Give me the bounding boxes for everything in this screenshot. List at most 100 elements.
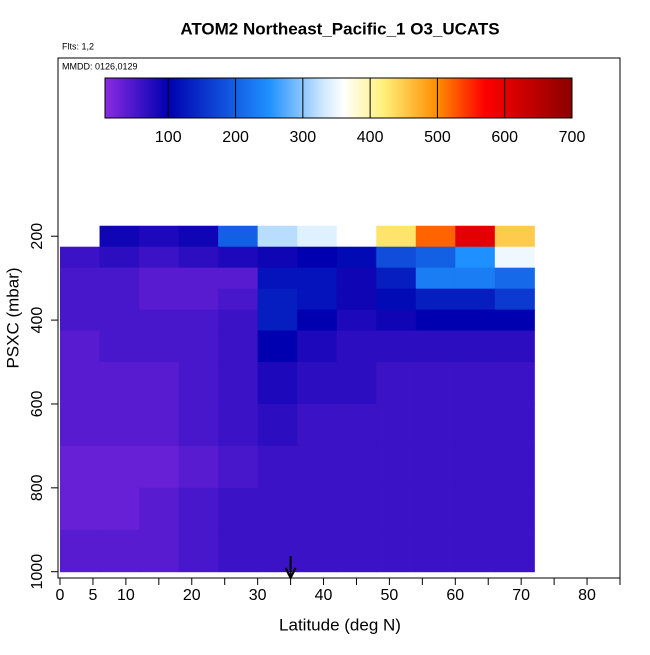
heat-cell (60, 445, 101, 489)
annotation: Flts: 1,2 (62, 41, 94, 51)
heat-cell (494, 445, 535, 489)
heat-cell (297, 529, 338, 573)
heat-cell (297, 487, 338, 531)
heat-cell (218, 309, 259, 332)
heat-cell (257, 288, 298, 311)
heat-cell (415, 403, 456, 447)
heat-cell (494, 487, 535, 531)
heat-cell (218, 445, 259, 489)
heat-cell (415, 529, 456, 573)
x-tick-label: 70 (512, 587, 530, 604)
heat-cell (99, 403, 140, 447)
heat-cell (60, 246, 101, 269)
heat-cell (257, 225, 298, 248)
x-tick-label: 50 (381, 587, 399, 604)
arrow-head (284, 567, 297, 581)
colorbar-tick-label: 700 (559, 129, 586, 146)
heat-cell (178, 445, 219, 489)
heat-cell (336, 362, 377, 405)
colorbar-tick-label: 100 (155, 129, 182, 146)
heat-cell (99, 330, 140, 363)
heat-cell (455, 309, 496, 332)
heat-cell (178, 362, 219, 405)
heat-cell (336, 246, 377, 269)
heat-cell (336, 529, 377, 573)
heat-cell (178, 487, 219, 531)
heat-cell (376, 267, 417, 290)
x-tick-label: 30 (249, 587, 267, 604)
x-axis-label: Latitude (deg N) (279, 615, 401, 634)
heat-cell (99, 445, 140, 489)
x-tick-label: 80 (578, 587, 596, 604)
heat-cell (257, 330, 298, 363)
heat-cell (99, 487, 140, 531)
heat-cell (494, 225, 535, 248)
heat-cell (139, 487, 180, 531)
heat-cell (455, 225, 496, 248)
heat-cell (494, 309, 535, 332)
heat-cell (376, 309, 417, 332)
heat-cell (139, 529, 180, 573)
heat-cell (99, 362, 140, 405)
heat-cell (376, 445, 417, 489)
heat-cell (415, 445, 456, 489)
heat-cell (336, 288, 377, 311)
heat-cell (257, 267, 298, 290)
heat-cell (494, 362, 535, 405)
colorbar-tick-label: 500 (424, 129, 451, 146)
y-tick-label: 400 (29, 307, 46, 334)
heat-cell (178, 246, 219, 269)
heat-cell (60, 487, 101, 531)
heat-cell (60, 330, 101, 363)
heat-cell (297, 246, 338, 269)
heat-cell (139, 330, 180, 363)
heat-cell (415, 246, 456, 269)
heat-cell (494, 288, 535, 311)
heat-cell (455, 246, 496, 269)
heat-cell (139, 362, 180, 405)
heat-cell (257, 309, 298, 332)
heat-cell (415, 330, 456, 363)
colorbar (104, 77, 573, 119)
x-tick-label: 60 (446, 587, 464, 604)
heat-cell (178, 267, 219, 290)
heat-cell (139, 267, 180, 290)
heat-cell (494, 330, 535, 363)
heat-cell (60, 529, 101, 573)
heat-cell (99, 529, 140, 573)
annotation: MMDD: 0126,0129 (62, 61, 138, 71)
heat-cell (376, 529, 417, 573)
heat-cell (376, 403, 417, 447)
heat-cell (297, 288, 338, 311)
heat-cell (376, 330, 417, 363)
heat-cell (376, 487, 417, 531)
heat-cell (415, 225, 456, 248)
heat-cell (297, 330, 338, 363)
heat-cell (60, 362, 101, 405)
heat-cell (218, 246, 259, 269)
heat-cell (455, 288, 496, 311)
heat-cell (218, 225, 259, 248)
colorbar-tick-label: 400 (357, 129, 384, 146)
heat-cell (218, 288, 259, 311)
heat-cell (494, 403, 535, 447)
heat-cell (376, 246, 417, 269)
heat-cell (139, 403, 180, 447)
heat-cell (257, 529, 298, 573)
x-tick-label: 5 (88, 587, 97, 604)
heat-cell (257, 246, 298, 269)
x-tick-label: 20 (183, 587, 201, 604)
heat-cell (297, 267, 338, 290)
heat-cell (257, 487, 298, 531)
heat-cell (218, 403, 259, 447)
heat-cell (455, 529, 496, 573)
heat-cell (139, 246, 180, 269)
heat-cell (336, 309, 377, 332)
chart-title: ATOM2 Northeast_Pacific_1 O3_UCATS (180, 19, 499, 38)
heat-cell (376, 225, 417, 248)
colorbar-tick-label: 200 (222, 129, 249, 146)
heat-cell (494, 267, 535, 290)
y-tick-label: 200 (29, 223, 46, 250)
colorbar-tick-label: 600 (491, 129, 518, 146)
